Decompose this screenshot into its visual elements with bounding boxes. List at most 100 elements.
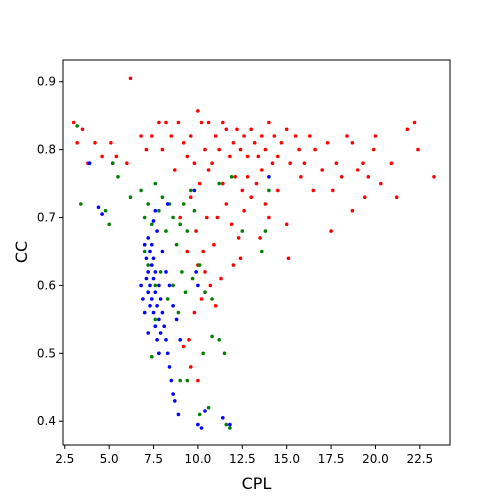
data-point bbox=[267, 188, 271, 193]
data-point bbox=[110, 161, 115, 165]
data-point bbox=[178, 378, 182, 383]
data-point bbox=[146, 270, 150, 274]
data-point bbox=[272, 134, 277, 138]
data-point bbox=[286, 256, 291, 261]
data-point bbox=[80, 127, 85, 132]
x-tick-label: 10.0 bbox=[185, 452, 212, 466]
data-point bbox=[173, 168, 177, 172]
data-point bbox=[263, 202, 268, 206]
data-point bbox=[213, 134, 218, 138]
y-axis-label: CC bbox=[12, 241, 31, 263]
data-point bbox=[260, 249, 264, 254]
data-point bbox=[263, 229, 268, 233]
data-point bbox=[224, 127, 229, 132]
data-point bbox=[171, 304, 175, 308]
data-point bbox=[164, 120, 168, 125]
x-tick-label: 2.5 bbox=[55, 452, 74, 466]
data-point bbox=[203, 409, 207, 413]
data-point bbox=[160, 147, 165, 152]
data-point bbox=[148, 283, 152, 288]
data-point bbox=[164, 270, 168, 274]
data-point bbox=[228, 154, 232, 159]
points-layer bbox=[71, 76, 436, 430]
x-tick-label: 22.5 bbox=[406, 452, 433, 466]
data-point bbox=[146, 263, 150, 267]
data-point bbox=[201, 351, 205, 356]
data-point bbox=[267, 175, 271, 179]
data-point bbox=[379, 181, 383, 186]
data-point bbox=[176, 120, 181, 125]
data-point bbox=[224, 202, 229, 206]
data-point bbox=[157, 208, 161, 213]
data-point bbox=[276, 154, 280, 159]
data-point bbox=[231, 141, 236, 145]
plot-frame bbox=[62, 59, 451, 446]
data-point bbox=[206, 405, 211, 410]
data-point bbox=[361, 161, 365, 165]
x-tick-label: 7.5 bbox=[144, 452, 163, 466]
data-point bbox=[167, 283, 172, 288]
x-tick-label: 17.5 bbox=[318, 452, 345, 466]
data-point bbox=[158, 270, 163, 274]
data-point bbox=[245, 154, 250, 159]
data-point bbox=[240, 229, 245, 233]
x-axis-label: CPL bbox=[242, 474, 272, 493]
data-point bbox=[181, 141, 186, 145]
data-point bbox=[313, 147, 317, 152]
data-point bbox=[180, 270, 184, 274]
data-point bbox=[334, 161, 339, 165]
data-point bbox=[128, 76, 133, 81]
data-point bbox=[242, 134, 246, 138]
data-point bbox=[96, 205, 101, 210]
data-point bbox=[329, 229, 333, 233]
data-point bbox=[109, 141, 113, 145]
data-point bbox=[197, 181, 202, 186]
data-point bbox=[311, 188, 316, 193]
x-tick-label: 15.0 bbox=[273, 452, 300, 466]
data-point bbox=[165, 297, 170, 301]
data-point bbox=[151, 276, 156, 281]
data-point bbox=[157, 317, 161, 322]
data-point bbox=[146, 290, 150, 295]
data-point bbox=[217, 147, 221, 152]
data-point bbox=[155, 338, 159, 342]
data-point bbox=[190, 276, 195, 281]
data-point bbox=[125, 161, 129, 165]
data-point bbox=[221, 416, 225, 420]
data-point bbox=[363, 195, 367, 199]
data-point bbox=[194, 270, 198, 274]
data-point bbox=[284, 127, 289, 132]
data-point bbox=[260, 134, 264, 138]
data-point bbox=[178, 222, 182, 227]
data-point bbox=[153, 270, 158, 274]
data-point bbox=[235, 127, 239, 132]
data-point bbox=[155, 304, 159, 308]
data-point bbox=[158, 297, 163, 301]
data-point bbox=[153, 290, 158, 295]
data-point bbox=[197, 263, 202, 267]
data-point bbox=[153, 208, 158, 213]
data-point bbox=[167, 365, 172, 369]
data-point bbox=[249, 127, 253, 132]
data-point bbox=[389, 161, 394, 165]
data-point bbox=[144, 256, 149, 261]
data-point bbox=[233, 175, 237, 179]
data-point bbox=[171, 215, 175, 220]
data-point bbox=[199, 297, 204, 301]
data-point bbox=[150, 297, 154, 301]
data-point bbox=[150, 263, 154, 267]
data-point bbox=[373, 134, 378, 138]
data-point bbox=[144, 147, 149, 152]
y-tick-label: 0.9 bbox=[37, 75, 56, 89]
data-point bbox=[153, 283, 158, 288]
data-point bbox=[103, 208, 108, 213]
data-point bbox=[212, 242, 216, 247]
data-point bbox=[181, 344, 186, 349]
data-point bbox=[114, 154, 119, 159]
data-point bbox=[197, 412, 202, 417]
data-point bbox=[187, 338, 191, 342]
data-point bbox=[169, 134, 174, 138]
data-point bbox=[242, 208, 246, 213]
data-point bbox=[178, 338, 182, 342]
data-point bbox=[201, 249, 205, 254]
